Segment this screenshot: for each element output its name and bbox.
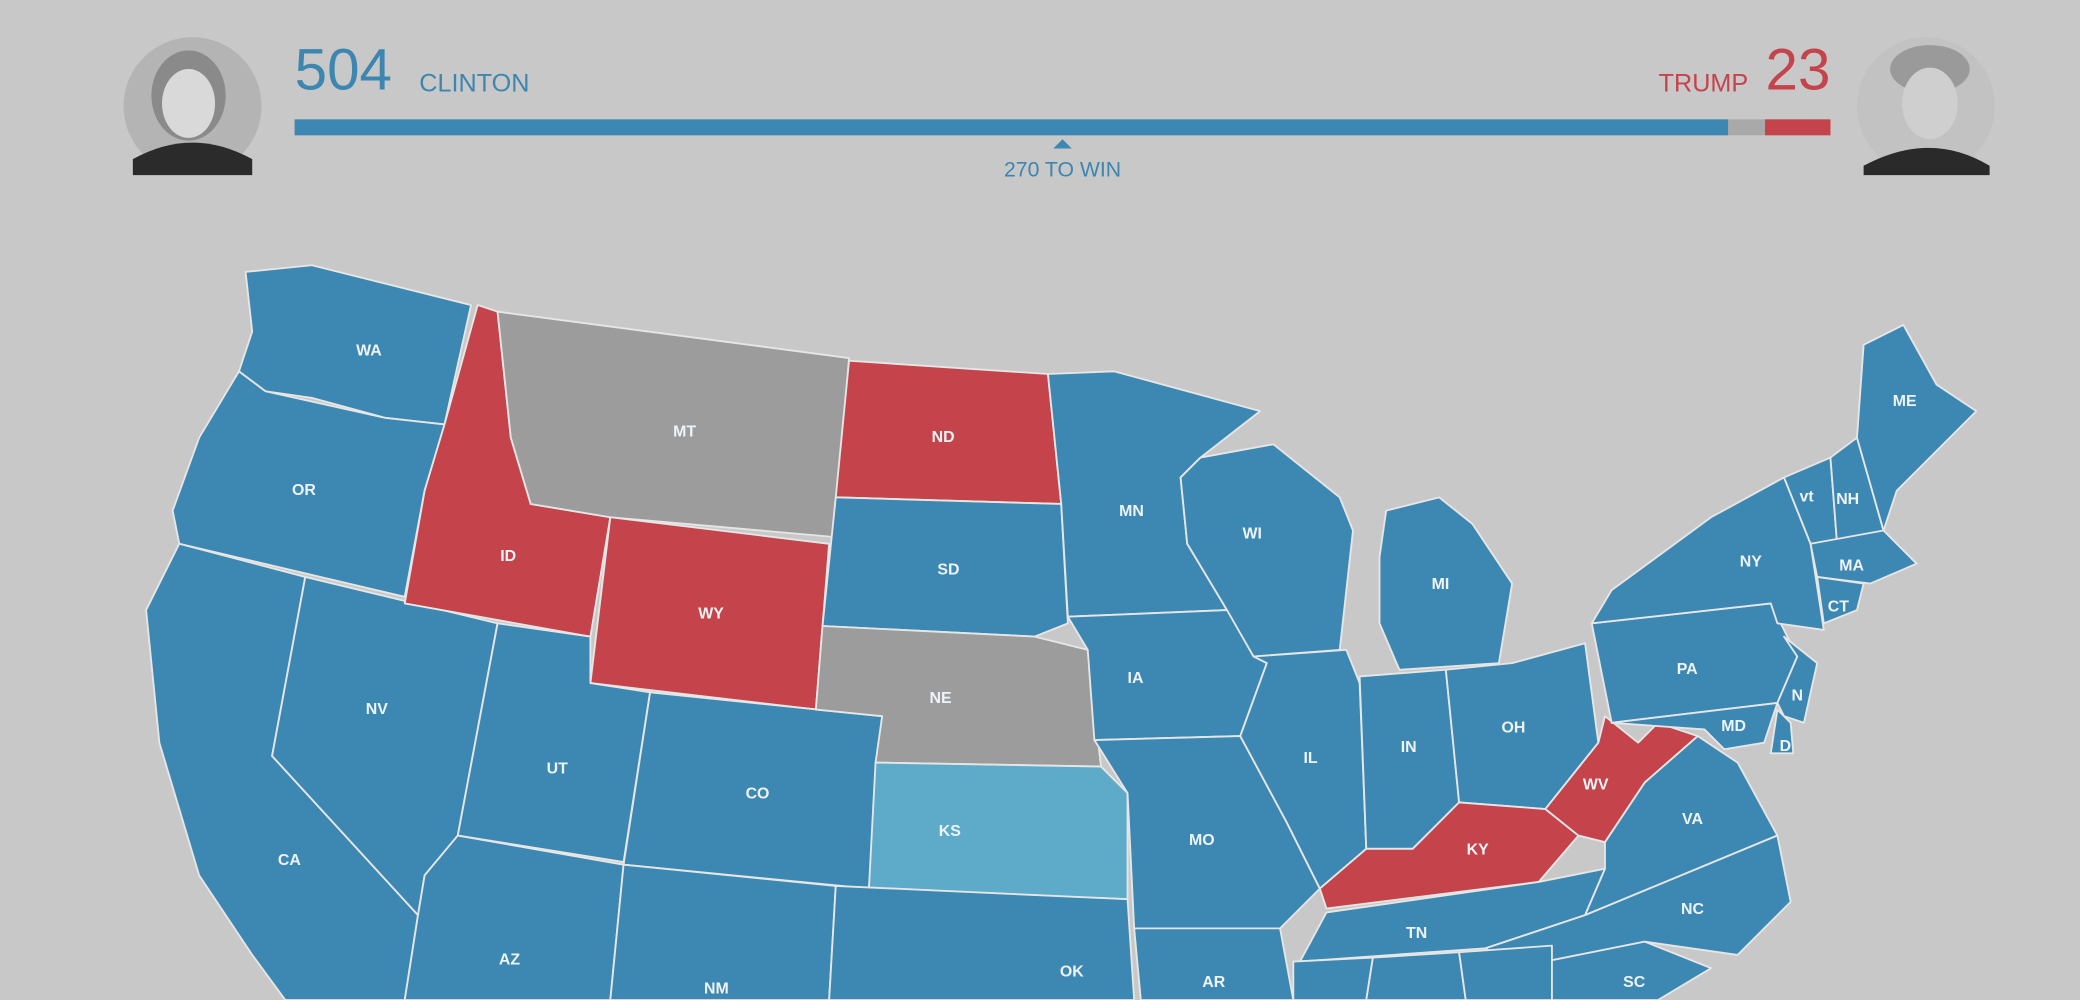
state [1769,708,1795,755]
state [403,834,625,1000]
state-label: IL [1303,750,1317,767]
state [1292,956,1374,1000]
state [867,761,1129,901]
state-label: OK [1060,963,1084,980]
state-label: VA [1682,811,1703,828]
state-label: NH [1836,491,1859,508]
state-label: WA [356,343,382,360]
state [1544,715,1699,844]
state-label: UT [547,760,568,777]
state-label: WY [698,605,724,622]
state [1066,609,1268,741]
state-label: SC [1623,974,1646,991]
clinton-photo [123,37,262,176]
state [609,863,837,1000]
state-label: MI [1432,576,1450,593]
state-label: MO [1189,832,1215,849]
trump-votes: 23 [1766,38,1831,103]
us-map: WAORCANVIDMTWYUTCOAZNMNDSDNEKSOKMNIAMOAR… [145,264,1978,1000]
state-label: OR [292,482,316,499]
state [238,264,472,426]
state-label: MD [1721,718,1746,735]
state-label: WI [1242,526,1261,543]
state-label: PA [1677,661,1698,678]
state-label: WV [1583,776,1609,793]
state-label: ND [932,429,955,446]
state-label: MN [1119,503,1144,520]
state-label: NE [929,690,951,707]
clinton-name: CLINTON [419,70,529,98]
state-label: OH [1502,719,1526,736]
state-label: NV [366,701,388,718]
state [1809,529,1918,585]
state [1365,951,1467,1000]
clinton-bar [294,119,1729,136]
state [1378,496,1514,671]
state-label: vt [1800,489,1815,506]
state-label: NC [1681,901,1704,918]
trump-photo [1856,37,1995,176]
state [1856,324,1978,532]
state-label: NY [1740,554,1762,571]
state [1584,735,1779,917]
state-label: SD [937,561,959,578]
state-label: N [1792,687,1804,704]
state-label: TN [1406,925,1427,942]
state-label: CA [278,852,301,869]
state [1458,944,1553,1000]
state [1133,927,1295,1000]
trump-name: TRUMP [1659,70,1749,98]
state [821,496,1069,638]
state-label: CT [1828,599,1849,616]
state [1590,476,1825,631]
threshold-marker [1053,139,1072,149]
state-label: IN [1401,739,1417,756]
threshold-label: 270 TO WIN [1004,159,1121,182]
state-label: KY [1467,841,1489,858]
state-label: ID [500,548,516,565]
state [1816,575,1865,625]
state-label: ME [1893,393,1917,410]
state-label: KS [939,823,961,840]
state-label: AZ [499,951,520,968]
clinton-votes: 504 [295,38,392,103]
state-label: NM [704,981,729,998]
state-label: MA [1839,558,1864,575]
state-label: MT [673,424,696,441]
state-label: D [1780,738,1792,755]
state-label: IA [1128,670,1144,687]
trump-bar [1765,119,1831,136]
state [828,885,1136,1000]
state-label: AR [1202,974,1225,991]
state-label: CO [746,786,770,803]
state [1610,701,1779,751]
